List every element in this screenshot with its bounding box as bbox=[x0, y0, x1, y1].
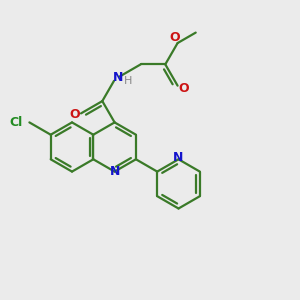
Text: O: O bbox=[70, 108, 80, 122]
Text: N: N bbox=[113, 71, 124, 84]
Text: H: H bbox=[124, 76, 133, 86]
Text: O: O bbox=[178, 82, 189, 95]
Text: N: N bbox=[110, 165, 120, 178]
Text: N: N bbox=[173, 151, 184, 164]
Text: O: O bbox=[169, 31, 180, 44]
Text: Cl: Cl bbox=[10, 116, 23, 129]
